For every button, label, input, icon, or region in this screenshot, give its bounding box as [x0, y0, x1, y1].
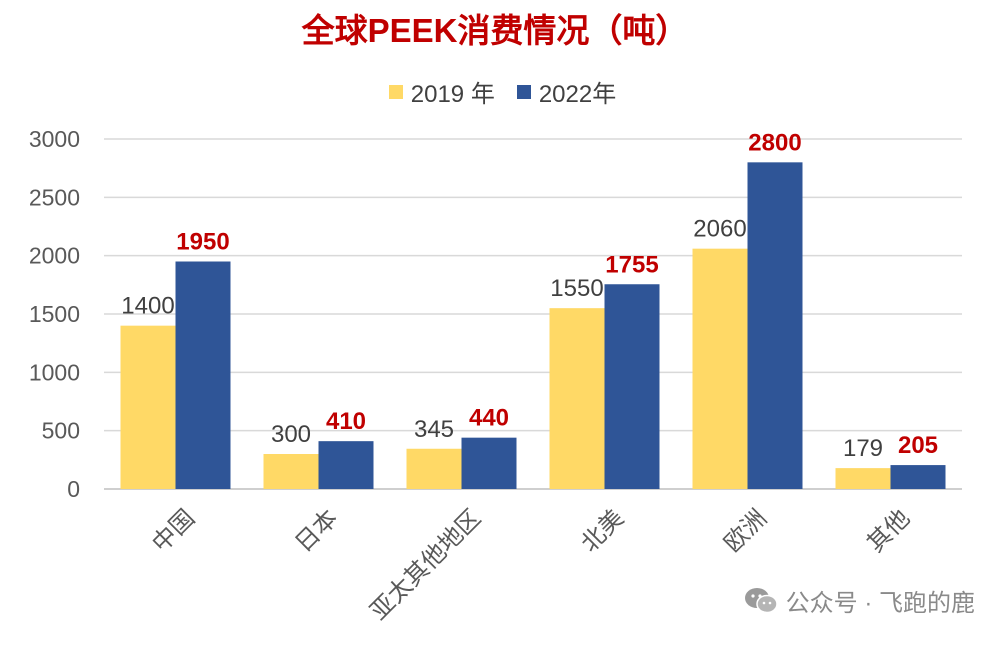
legend-item-2019: 2019 年	[388, 74, 495, 109]
watermark: 公众号 · 飞跑的鹿	[744, 583, 975, 618]
data-label-2019: 1550	[550, 275, 603, 302]
x-tick-label: 中国	[146, 504, 200, 558]
x-tick-label: 北美	[575, 504, 629, 558]
legend-swatch-2019	[388, 84, 403, 99]
x-tick-group: 其他	[861, 504, 915, 558]
y-tick-label: 2000	[29, 243, 80, 269]
x-tick-label: 日本	[289, 504, 343, 558]
bar-2022	[747, 162, 803, 490]
legend-label-2019: 2019 年	[410, 81, 495, 108]
bar-2022	[318, 441, 374, 489]
data-label-2022: 1950	[176, 229, 229, 256]
data-label-2022: 1755	[605, 251, 658, 278]
data-label-2022: 410	[326, 408, 366, 435]
bar-2019	[549, 308, 605, 489]
y-tick-label: 500	[42, 418, 80, 444]
bar-2019	[406, 448, 462, 489]
x-tick-group: 中国	[146, 504, 200, 558]
data-label-2022: 205	[898, 432, 938, 459]
x-tick-label: 欧洲	[718, 504, 772, 558]
watermark-text: 公众号 · 飞跑的鹿	[785, 590, 975, 617]
data-label-2019: 179	[843, 435, 883, 462]
data-label-2019: 345	[414, 416, 454, 443]
x-tick-label: 亚太其他地区	[365, 504, 487, 626]
legend-label-2022: 2022年	[538, 81, 617, 108]
bar-2019	[120, 325, 176, 489]
y-tick-label: 1500	[29, 301, 80, 327]
data-label-2019: 1400	[121, 293, 174, 320]
y-tick-label: 0	[67, 476, 80, 502]
x-tick-group: 日本	[289, 504, 343, 558]
data-label-2019: 300	[271, 421, 311, 448]
legend-swatch-2022	[516, 84, 531, 99]
x-tick-group: 北美	[575, 504, 629, 558]
y-tick-label: 2500	[29, 184, 80, 210]
bar-2019	[263, 454, 319, 489]
wechat-icon	[744, 587, 778, 615]
y-tick-label: 1000	[29, 359, 80, 385]
bar-2022	[890, 465, 946, 489]
legend-item-2022: 2022年	[516, 74, 617, 109]
x-tick-group: 亚太其他地区	[365, 504, 487, 626]
y-tick-label: 3000	[29, 126, 80, 152]
bar-2022	[604, 284, 660, 489]
chart-legend: 2019 年 2022年	[0, 74, 1005, 109]
bar-2022	[461, 437, 517, 489]
bar-2019	[692, 248, 748, 489]
chart-title: 全球PEEK消费情况（吨）	[301, 12, 689, 49]
x-tick-label: 其他	[861, 504, 915, 558]
bar-2022	[175, 261, 231, 489]
data-label-2022: 2800	[748, 129, 801, 156]
x-tick-group: 欧洲	[718, 504, 772, 558]
data-label-2019: 2060	[693, 216, 746, 243]
data-label-2022: 440	[469, 405, 509, 432]
bar-2019	[835, 468, 891, 489]
